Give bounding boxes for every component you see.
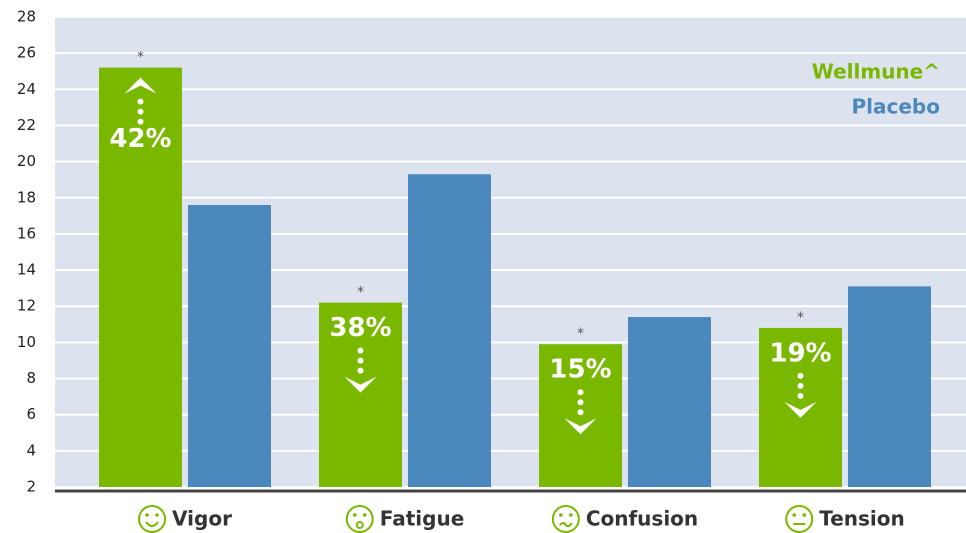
arrow-head <box>784 401 817 418</box>
arrow-dot <box>797 382 804 389</box>
face-mouth <box>559 522 573 528</box>
y-tick-label: 28 <box>17 8 36 26</box>
change-label: 38% <box>329 313 391 343</box>
arrow-head <box>344 376 377 393</box>
arrow-dot <box>357 357 364 364</box>
face-eye <box>362 513 367 517</box>
bar <box>628 317 711 487</box>
face-eye <box>352 513 357 517</box>
x-tick-label: Vigor <box>172 507 232 531</box>
arrow-dot <box>357 347 364 354</box>
y-tick-label: 24 <box>17 80 36 98</box>
change-arrow <box>564 389 597 435</box>
face-icon <box>785 505 814 533</box>
y-tick-label: 26 <box>17 44 36 62</box>
bar <box>759 327 842 487</box>
face-eye <box>559 513 563 517</box>
y-tick-label: 8 <box>26 369 36 387</box>
face-mouth <box>355 521 364 529</box>
significance-mark: * <box>137 50 144 66</box>
change-label: 19% <box>769 338 831 368</box>
y-tick-label: 22 <box>17 116 36 134</box>
arrow-dot <box>797 392 804 399</box>
arrow-head <box>124 77 157 94</box>
y-tick-label: 10 <box>17 333 36 351</box>
significance-mark: * <box>357 285 364 301</box>
bar <box>319 302 402 487</box>
y-tick-label: 20 <box>17 152 36 170</box>
change-arrow <box>344 347 377 393</box>
face-eye <box>155 513 159 517</box>
y-tick-label: 12 <box>17 297 36 315</box>
change-label: 42% <box>109 124 171 154</box>
x-tick-label: Fatigue <box>380 507 465 531</box>
change-arrow <box>124 77 157 125</box>
y-tick-label: 2 <box>26 478 36 496</box>
arrow-dot <box>357 367 364 374</box>
y-tick-label: 16 <box>17 224 36 242</box>
y-tick-label: 6 <box>26 405 36 423</box>
face-mouth <box>145 521 159 527</box>
x-tick-label: Confusion <box>586 507 698 531</box>
change-arrow <box>784 372 817 418</box>
bar <box>99 67 182 487</box>
bar <box>539 344 622 487</box>
arrow-dot <box>797 372 804 379</box>
legend-entry: Placebo <box>852 95 941 119</box>
bar <box>848 286 931 487</box>
y-tick-label: 14 <box>17 261 36 279</box>
arrow-dot <box>137 118 144 125</box>
legend-entry: Wellmune^ <box>812 60 940 84</box>
arrow-dot <box>577 409 584 416</box>
y-tick-label: 18 <box>17 188 36 206</box>
arrow-head <box>564 418 597 435</box>
face-icon <box>345 505 374 533</box>
arrow-dot <box>577 389 584 396</box>
change-label: 15% <box>549 355 611 385</box>
face-eye <box>145 513 149 517</box>
x-tick-label: Tension <box>819 507 905 531</box>
arrow-dot <box>137 108 144 115</box>
arrow-dot <box>137 98 144 105</box>
y-tick-label: 4 <box>26 441 36 459</box>
face-eye <box>792 513 797 517</box>
face-icon <box>551 505 580 533</box>
significance-mark: * <box>577 326 584 342</box>
face-icon <box>138 505 167 533</box>
bar <box>188 205 271 487</box>
arrow-dot <box>577 399 584 406</box>
bar <box>408 174 491 487</box>
face-eye <box>569 513 573 517</box>
significance-mark: * <box>797 310 804 326</box>
face-eye <box>802 513 807 517</box>
